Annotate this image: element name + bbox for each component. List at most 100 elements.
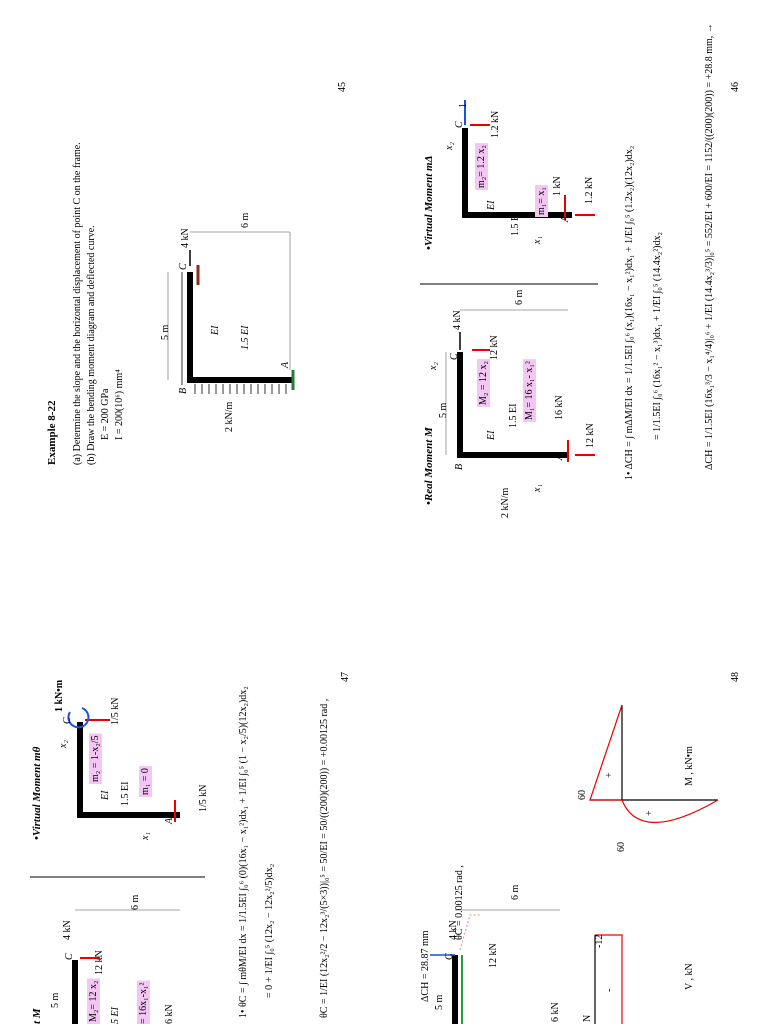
partial-labels-text: 5 m	[50, 993, 61, 1009]
text-group: 46	[730, 82, 741, 92]
text-group: x₁	[140, 832, 151, 841]
text-group: x₁	[532, 484, 543, 493]
virtual-labels-text: EI	[486, 200, 497, 211]
virtual-labels-text: x₂	[444, 142, 455, 151]
labels-text: m₂ = 1-x₂/5	[90, 736, 101, 783]
virtual-labels-text: 1	[458, 103, 469, 108]
headings-text: •Real Moment M	[423, 426, 435, 505]
shear-diagram	[594, 934, 623, 1024]
labels-text: 6 m	[510, 885, 521, 901]
text-group: 47	[340, 672, 351, 682]
virtual-moment-frame	[67, 707, 180, 822]
text-group: 6 m	[510, 885, 521, 901]
text-group: 5 m	[434, 995, 445, 1011]
text-group: 12 kN	[488, 943, 499, 968]
highlight	[475, 143, 488, 190]
text-group: -	[604, 989, 615, 992]
moment-labels-text: +	[644, 810, 655, 816]
text-group: 1.5 EI	[510, 212, 521, 236]
text-group: 1/5 kN	[198, 785, 209, 813]
partial-labels-text: 6 m	[130, 895, 141, 911]
labels-text: θC = 0.00125 rad ,	[454, 865, 465, 940]
labels-text: x₂	[58, 740, 69, 749]
text-group: 60	[616, 842, 627, 852]
text-group: 16 kN	[554, 395, 565, 420]
real-labels-text: A	[554, 453, 565, 461]
real-labels-text: 16 kN	[554, 395, 565, 420]
text-group: 1.5 EI	[240, 325, 251, 350]
labels-text: 6 m	[240, 213, 251, 229]
virtual-labels-text: m₂= 1.2 x₂	[476, 145, 487, 188]
text-group: ΔCH = 1/1.5EI (16x₁³/3 − x₁⁴/4)|₀⁶ + 1/E…	[704, 23, 715, 470]
shear-labels-text: -	[604, 989, 615, 992]
text-group: 12 kN	[94, 950, 105, 975]
headings-text: •Virtual Moment mΔ	[423, 156, 435, 251]
text-group: EI	[100, 790, 111, 801]
equations-text: θC = 1/EI (12x₂²/2 − 12x₂³/(5×3))|₀⁵ = 5…	[319, 699, 330, 1018]
text-group: 1.2 kN	[584, 177, 595, 204]
text-group: A	[560, 215, 571, 223]
partial-labels-text: = 16x₁-x₁²	[138, 983, 149, 1024]
text-group: 1• θC = ∫ mθM/EI dx = 1/1.5EI ∫₀⁶ (0)(16…	[238, 686, 249, 1018]
text-group: 1.5 EI	[508, 404, 519, 428]
highlight	[139, 766, 152, 797]
text-group: EI	[486, 200, 497, 211]
text-group: 5 m	[50, 993, 61, 1009]
frame-diagram	[167, 231, 295, 390]
text-group: A	[280, 361, 291, 369]
text-group: B	[454, 464, 465, 470]
partial-labels-text: M₂= 12 x₂	[88, 980, 99, 1022]
text-group: x₁	[532, 236, 543, 245]
text-group: 6 m	[130, 895, 141, 911]
virtual-labels-text: x₁	[532, 236, 543, 245]
labels-text: 1.5 EI	[240, 325, 251, 350]
labels-text: 12 kN	[488, 943, 499, 968]
labels-text: 5 m	[160, 325, 171, 341]
real-labels-text: 6 m	[514, 290, 525, 306]
real-labels-text: EI	[486, 430, 497, 441]
text-group: (a) Determine the slope and the horizont…	[72, 142, 83, 465]
text-group: •Virtual Moment mθ	[31, 746, 43, 840]
text-group: 5 EI	[110, 1006, 121, 1024]
text-group: = 16x₁-x₁²	[137, 980, 150, 1024]
3-text: 48	[730, 672, 741, 682]
text-group: x₂	[58, 740, 69, 749]
text-group: C	[178, 263, 189, 270]
moment-labels-text: M , kN•m	[684, 746, 695, 786]
labels-text: EI	[210, 325, 221, 336]
text-group: 6 m	[514, 290, 525, 306]
text-group: C	[444, 953, 455, 960]
labels-text: ΔCH = 28.87 mm	[420, 930, 431, 1002]
labels-text: 2 kN/m	[224, 402, 235, 433]
real-labels-text: 4 kN	[452, 310, 463, 330]
shear-labels-text: -12	[594, 935, 605, 948]
text-group: +	[604, 772, 615, 778]
labels-text: 4 kN	[448, 920, 459, 940]
text-group: (b) Draw the bending moment diagram and …	[86, 225, 97, 465]
equations-text: = 1/1.5EI ∫₀⁶ (16x₁² − x₁³)dx₁ + 1/EI ∫₀…	[652, 232, 663, 440]
text-group: C	[64, 953, 75, 960]
text-group: N	[582, 1015, 593, 1022]
highlight	[89, 733, 102, 784]
real-labels-text: B	[454, 464, 465, 470]
text-group: Example 8-22	[46, 400, 58, 465]
highlight	[523, 359, 536, 422]
text-group: EI	[486, 430, 497, 441]
labels-text: A	[164, 817, 175, 825]
text-group: θC = 1/EI (12x₂²/2 − 12x₂³/(5×3))|₀⁵ = 5…	[319, 699, 330, 1018]
labels-text: 1.5 EI	[120, 782, 131, 806]
text-group: •Real Moment M	[423, 426, 435, 505]
partial-labels-text: 6 kN	[164, 1004, 175, 1024]
text-group: = 0 + 1/EI ∫₀⁵ (12x₂ − 12x₂²/5)dx₂	[264, 864, 275, 998]
text-group: M₂= 12 x₂	[87, 978, 100, 1024]
text-group: 1	[458, 103, 469, 108]
labels-text: C	[444, 953, 455, 960]
moment-labels-text: 60	[616, 842, 627, 852]
distributed-load	[194, 384, 287, 394]
labels-text: C	[62, 717, 73, 724]
1-text: 46	[730, 82, 741, 92]
real-labels-text: M₁= 16 x₁- x₁²	[524, 361, 535, 420]
text-group: 12 kN	[489, 335, 500, 360]
real-labels-text: x₁	[532, 484, 543, 493]
